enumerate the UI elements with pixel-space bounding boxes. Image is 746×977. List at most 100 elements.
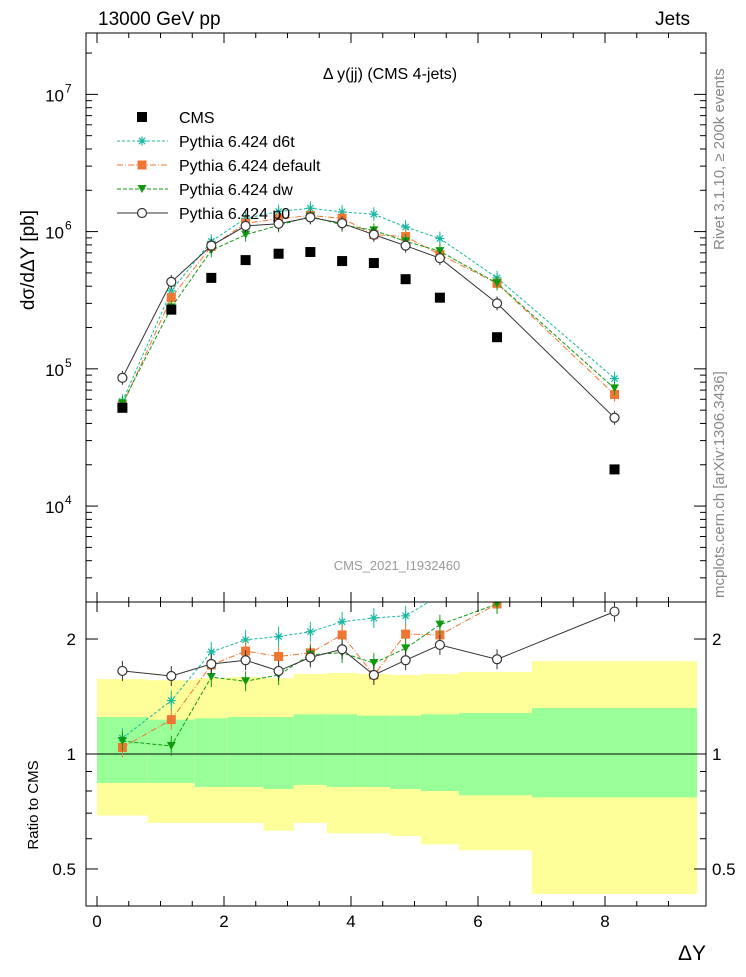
ratio-series-layer — [117, 602, 620, 758]
ratio-series-line — [122, 602, 502, 747]
ratio-band-inner — [326, 714, 358, 787]
series-point — [241, 230, 251, 239]
ratio-series-point — [274, 651, 284, 661]
x-tick-label: 6 — [473, 912, 482, 931]
y-tick-label-base: 10 — [45, 224, 64, 243]
ratio-series-point — [369, 659, 379, 668]
series-layer — [117, 201, 620, 425]
ratio-band-inner — [293, 714, 327, 785]
y-tick-label-exponent: 6 — [65, 219, 72, 233]
series-point — [435, 247, 445, 256]
legend-marker — [136, 207, 148, 219]
x-axis-label: ΔY — [678, 942, 706, 965]
ratio-tick-label-right: 0.5 — [712, 860, 736, 879]
series-point — [492, 279, 502, 288]
x-tick-label: 4 — [346, 912, 355, 931]
ratio-series-point — [400, 655, 411, 666]
legend-marker — [137, 184, 147, 194]
cms-data-point — [305, 247, 316, 258]
ratio-series-point — [241, 677, 251, 686]
series-point — [609, 412, 620, 423]
cms-data-point — [434, 292, 445, 303]
ratio-series-point — [435, 630, 445, 640]
series-line — [121, 216, 615, 419]
ratio-series-point — [273, 665, 284, 677]
series-point — [368, 229, 379, 240]
ratio-uncertainty-bands — [97, 661, 698, 895]
series-point — [610, 374, 620, 384]
ratio-series-point — [206, 658, 217, 670]
series-point — [337, 218, 348, 229]
series-point — [369, 209, 379, 219]
series-point — [610, 384, 620, 393]
ratio-band-inner — [390, 715, 421, 789]
ratio-series-point — [401, 611, 411, 621]
legend-label: Pythia 6.424 dw — [179, 182, 293, 199]
ratio-band-inner — [420, 714, 459, 792]
side-label-source: mcplots.cern.ch [arXiv:1306.3436] — [711, 371, 728, 598]
series-point — [166, 293, 176, 303]
cms-data-point — [609, 464, 620, 475]
legend-marker — [137, 136, 147, 146]
ratio-series-point — [166, 715, 176, 725]
ratio-y-axis-label: Ratio to CMS — [25, 760, 42, 849]
ratio-series-point — [117, 665, 128, 677]
legend-marker — [137, 160, 147, 170]
series-point — [240, 220, 251, 232]
reference-data-layer — [117, 247, 620, 475]
ratio-series-point — [609, 606, 620, 617]
header-category-label: Jets — [655, 9, 690, 30]
ratio-tick-label-left: 2 — [67, 630, 76, 649]
ratio-series-point — [305, 652, 316, 663]
cms-data-point — [206, 272, 217, 283]
ratio-series-point — [435, 620, 445, 629]
ratio-series-point — [206, 673, 216, 682]
cms-data-point — [117, 402, 128, 413]
series-point — [491, 298, 503, 309]
ratio-series-point — [401, 644, 411, 653]
series-point — [305, 203, 315, 213]
x-tick-label: 8 — [600, 912, 609, 931]
ratio-series-point — [337, 644, 348, 655]
analysis-watermark: CMS_2021_I1932460 — [334, 558, 461, 573]
cms-data-point — [368, 258, 379, 269]
ratio-series-point — [274, 632, 284, 642]
header-collision-label: 13000 GeV pp — [98, 9, 221, 30]
x-tick-label: 2 — [219, 912, 228, 931]
series-point — [434, 253, 445, 264]
ratio-band-inner — [357, 715, 391, 787]
ratio-band-inner — [263, 716, 294, 789]
x-tick-label: 0 — [92, 912, 101, 931]
cms-data-point — [273, 248, 284, 259]
legend-label: Pythia 6.424 p0 — [179, 206, 290, 223]
series-point — [206, 240, 217, 251]
series-point — [305, 212, 316, 223]
legend-marker — [137, 112, 147, 122]
ratio-tick-label-right: 2 — [712, 630, 721, 649]
cms-data-point — [166, 304, 177, 315]
plot-title: Δ y(jj) (CMS 4-jets) — [323, 66, 457, 83]
series-line — [121, 215, 615, 404]
cms-data-point — [492, 332, 503, 343]
y-tick-label-exponent: 5 — [65, 356, 72, 370]
ratio-tick-label-left: 1 — [67, 745, 76, 764]
y-tick-label-exponent: 7 — [65, 81, 72, 95]
ratio-series-point — [240, 655, 251, 666]
y-tick-label-base: 10 — [45, 86, 64, 105]
ratio-series-point — [241, 635, 251, 645]
cms-data-point — [400, 274, 411, 285]
ratio-series-line — [122, 602, 503, 748]
series-line — [121, 214, 615, 406]
ratio-series-point — [369, 613, 379, 623]
ratio-series-point — [337, 617, 347, 627]
y-axis-label: dσ/dΔY [pb] — [18, 210, 39, 310]
ratio-series-point — [305, 627, 315, 637]
legend-label: CMS — [179, 110, 215, 127]
ratio-series-point — [337, 630, 347, 640]
series-point — [435, 234, 445, 244]
ratio-series-line — [122, 611, 615, 677]
ratio-series-point — [206, 647, 216, 657]
ratio-band-inner — [227, 716, 264, 787]
